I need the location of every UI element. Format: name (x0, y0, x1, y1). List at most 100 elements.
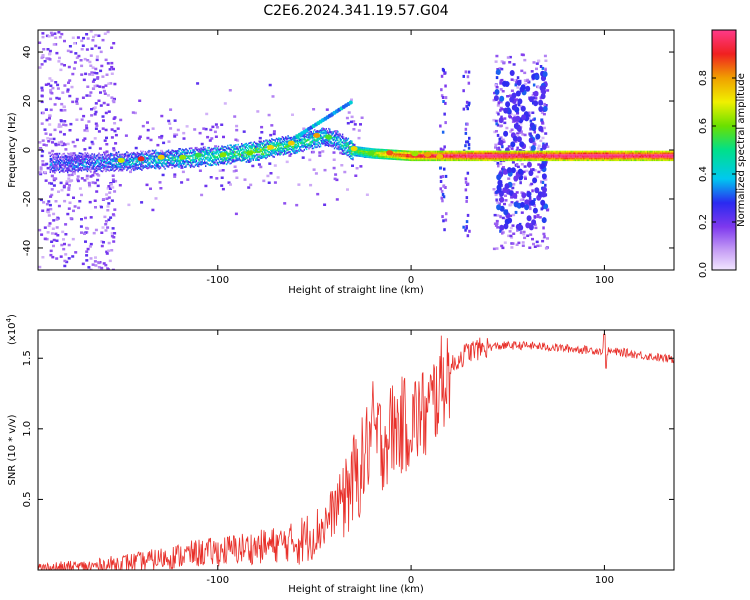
heatmap-ridge-cell (141, 161, 143, 164)
heatmap-ridge-cell (329, 131, 331, 134)
heatmap-speckle (51, 227, 55, 230)
heatmap-ridge-cell (502, 154, 504, 156)
heatmap-ridge-cell (515, 155, 518, 158)
heatmap-ridge-cell (517, 152, 519, 155)
heatmap-ridge-cell (184, 153, 186, 156)
heatmap-ridge-cell (321, 135, 323, 138)
heatmap-speckle (85, 254, 89, 257)
heatmap-ridge-cell (63, 156, 65, 159)
heatmap-blob (535, 133, 541, 140)
heatmap-ridge-cell (328, 139, 330, 142)
heatmap-ridge-cell (267, 140, 270, 143)
heatmap-streak-cell (439, 187, 442, 191)
heatmap-ridge-cell (94, 155, 97, 157)
heatmap-ridge-cell (172, 154, 174, 157)
heatmap-ridge-cell (379, 155, 381, 158)
heatmap-ridge-cell (208, 152, 210, 155)
heatmap-speckle (524, 177, 527, 180)
heatmap-ridge-cell (304, 135, 307, 138)
heatmap-speckle (105, 73, 109, 76)
heatmap-speckle (54, 232, 58, 236)
heatmap-ridge-cell (446, 159, 448, 162)
heatmap-ridge-cell (318, 137, 321, 140)
heatmap-speckle (229, 183, 232, 186)
heatmap-ridge-cell (163, 161, 165, 164)
heatmap-ridge-cell (466, 155, 468, 158)
heatmap-ridge-cell (273, 150, 275, 153)
heatmap-ridge-cell (74, 156, 76, 159)
heatmap-ridge-cell (198, 150, 200, 153)
heatmap-ridge-cell (133, 153, 135, 156)
heatmap-ridge-cell (100, 170, 102, 172)
heatmap-ridge-cell (275, 145, 278, 148)
heatmap-ridge-cell (406, 153, 409, 156)
heatmap-speckle (89, 268, 93, 270)
heatmap-ridge-cell (319, 145, 322, 148)
heatmap-speckle (62, 105, 66, 108)
heatmap-ridge-cell (312, 142, 315, 145)
heatmap-speckle (82, 139, 86, 142)
heatmap-ridge-cell (334, 144, 337, 147)
heatmap-ridge-cell (384, 155, 387, 158)
heatmap-ridge-cell (68, 160, 70, 163)
heatmap-ridge-cell (337, 146, 339, 148)
heatmap-speckle (509, 116, 512, 119)
heatmap-ridge-cell (452, 159, 454, 162)
heatmap-ridge-cell (243, 157, 245, 160)
heatmap-ridge-cell (322, 129, 324, 131)
heatmap-ridge-cell (373, 156, 375, 159)
heatmap-ridge-cell (254, 142, 257, 145)
heatmap-ridge-cell (392, 153, 395, 155)
heatmap-streak-cell (514, 103, 518, 107)
heatmap-ridge-cell (390, 156, 392, 159)
heatmap-ridge-cell (67, 171, 69, 174)
heatmap-ridge-cell (58, 160, 61, 163)
heatmap-ridge-cell (217, 152, 220, 155)
heatmap-ridge-cell (63, 155, 65, 158)
heatmap-ridge-cell (463, 159, 466, 162)
heatmap-ridge-cell (278, 153, 280, 155)
heatmap-speckle (112, 236, 116, 239)
heatmap-ridge-cell (273, 139, 275, 141)
heatmap-ridge-cell (130, 158, 133, 161)
heatmap-speckle (66, 193, 70, 197)
heatmap-ridge-cell (177, 155, 179, 158)
heatmap-ridge-cell (109, 168, 112, 171)
heatmap-ridge-cell (326, 130, 329, 132)
heatmap-ridge-cell (350, 150, 352, 153)
heatmap-ridge-cell (93, 165, 96, 167)
heatmap-ridge-cell (518, 155, 520, 158)
heatmap-speckle (101, 38, 105, 42)
heatmap-ridge-cell (188, 152, 191, 155)
heatmap-ridge-cell (234, 155, 236, 158)
heatmap-ridge-cell (263, 156, 265, 159)
heatmap-speckle (198, 131, 202, 135)
heatmap-streak-cell (464, 188, 468, 192)
heatmap-ridge-cell (113, 158, 115, 161)
heatmap-speckle (346, 122, 350, 125)
heatmap-speckle (85, 259, 89, 262)
heatmap-ridge-cell (457, 157, 460, 160)
heatmap-speckle (59, 68, 63, 72)
heatmap-speckle (69, 152, 73, 155)
heatmap-speckle (527, 205, 531, 208)
heatmap-ridge-cell (444, 157, 446, 160)
heatmap-ridge-cell (518, 157, 520, 160)
heatmap-ridge-cell (272, 155, 274, 158)
heatmap-ridge-cell (194, 151, 196, 153)
heatmap-ridge-cell (511, 154, 513, 156)
heatmap-speckle (151, 208, 155, 212)
heatmap-ridge-cell (311, 140, 314, 143)
heatmap-ridge-cell (258, 140, 260, 143)
heatmap-ridge-cell (288, 140, 290, 142)
heatmap-ridge-cell (390, 158, 392, 160)
heatmap-ridge-cell (191, 152, 193, 154)
heatmap-ridge-cell (408, 155, 410, 158)
heatmap-speckle (492, 118, 496, 122)
heatmap-speckle (48, 203, 52, 207)
heatmap-speckle (134, 146, 138, 150)
heatmap-speckle (235, 128, 239, 132)
heatmap-ridge-cell (370, 154, 373, 157)
heatmap-speckle (55, 152, 59, 156)
heatmap-ridge-cell (160, 163, 163, 165)
